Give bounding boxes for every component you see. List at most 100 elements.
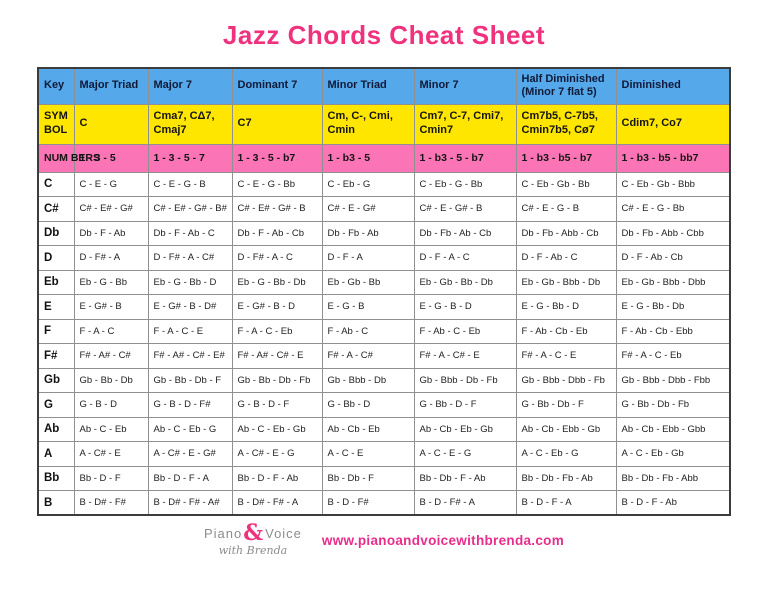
chord-cell: Db - F - Ab - C	[147, 220, 233, 246]
key-cell-a: A	[37, 441, 75, 467]
chord-cell: Bb - Db - F - Ab	[413, 465, 517, 491]
chord-cell: G - B - D	[73, 392, 149, 418]
chord-cell: Db - Fb - Ab - Cb	[413, 220, 517, 246]
key-cell-e-flat: Eb	[37, 269, 75, 295]
key-cell-e: E	[37, 294, 75, 320]
key-cell-g: G	[37, 392, 75, 418]
chord-cell: Gb - Bbb - Db	[321, 367, 415, 393]
chord-cell: A - C - E	[321, 441, 415, 467]
chord-cell: G - Bb - D - F	[413, 392, 517, 418]
chord-cell: B - D - F - Ab	[615, 490, 731, 516]
chord-cell: C - Eb - Gb - Bb	[515, 171, 617, 197]
chord-cell: G - Bb - Db - F	[515, 392, 617, 418]
chord-cell: F# - A# - C# - E	[231, 343, 323, 369]
chord-cell: C - Eb - G - Bb	[413, 171, 517, 197]
numbers-cell: 1 - b3 - b5 - bb7	[615, 143, 731, 173]
symbol-row: SYM BOL C Cma7, CΔ7, Cmaj7 C7 Cm, C-, Cmi, C…	[37, 103, 731, 145]
chord-cell: Db - F - Ab	[73, 220, 149, 246]
chord-cell: C# - E - G#	[321, 196, 415, 222]
key-row-c-sharp: C# C# - E# - G# C# - E# - G# - B# C# - E# -…	[37, 196, 731, 222]
symbol-cell: C	[73, 103, 149, 145]
numbers-cell: 1 - b3 - b5 - b7	[515, 143, 617, 173]
chord-cell: Eb - Gb - Bbb - Db	[515, 269, 617, 295]
chord-cell: C - Eb - Gb - Bbb	[615, 171, 731, 197]
key-row-d-flat: Db Db - F - Ab Db - F - Ab - C Db - F - Ab …	[37, 220, 731, 246]
symbol-row-label: SYM BOL	[37, 103, 75, 145]
chord-cell: F - Ab - C - Eb	[413, 318, 517, 344]
chord-cell: G - Bb - Db - Fb	[615, 392, 731, 418]
chord-cell: Ab - C - Eb - Gb	[231, 416, 323, 442]
chord-cell: E - G# - B - D	[231, 294, 323, 320]
chord-cell: Gb - Bb - Db	[73, 367, 149, 393]
piano-and-voice-logo: Piano & Voice with Brenda	[204, 520, 302, 555]
chord-cell: D - F - A	[321, 245, 415, 271]
key-cell-c-sharp: C#	[37, 196, 75, 222]
chord-cell: G - B - D - F#	[147, 392, 233, 418]
chord-cell: Db - Fb - Ab	[321, 220, 415, 246]
chord-cell: G - B - D - F	[231, 392, 323, 418]
key-row-a-flat: Ab Ab - C - Eb Ab - C - Eb - G Ab - C - Eb …	[37, 416, 731, 442]
column-header-key: Key	[37, 67, 75, 105]
chord-cell: Bb - Db - Fb - Ab	[515, 465, 617, 491]
chord-cell: F - Ab - Cb - Eb	[515, 318, 617, 344]
chord-cell: Gb - Bbb - Db - Fb	[413, 367, 517, 393]
chord-cell: E - G# - B - D#	[147, 294, 233, 320]
chord-cell: F# - A - C# - E	[413, 343, 517, 369]
chord-cell: Bb - Db - Fb - Abb	[615, 465, 731, 491]
chord-cell: Eb - Gb - Bbb - Dbb	[615, 269, 731, 295]
key-cell-a-flat: Ab	[37, 416, 75, 442]
chord-cell: D - F# - A	[73, 245, 149, 271]
logo-voice-text: Voice	[265, 526, 302, 542]
chord-cell: Gb - Bb - Db - Fb	[231, 367, 323, 393]
chord-cell: A - C - E - G	[413, 441, 517, 467]
website-link[interactable]: www.pianoandvoicewithbrenda.com	[321, 532, 565, 548]
key-row-f-sharp: F# F# - A# - C# F# - A# - C# - E# F# - A# -…	[37, 343, 731, 369]
chord-cell: E - G - Bb - D	[515, 294, 617, 320]
chord-cell: B - D# - F# - A	[231, 490, 323, 516]
chord-cell: Ab - Cb - Ebb - Gb	[515, 416, 617, 442]
chord-cell: C# - E - G# - B	[413, 196, 517, 222]
numbers-cell: 1 - 3 - 5 - b7	[231, 143, 323, 173]
chord-cell: A - C# - E	[73, 441, 149, 467]
chord-cell: Ab - C - Eb	[73, 416, 149, 442]
numbers-cell: 1 - b3 - 5	[321, 143, 415, 173]
key-row-g-flat: Gb Gb - Bb - Db Gb - Bb - Db - F Gb - Bb - …	[37, 367, 731, 393]
key-cell-c: C	[37, 171, 75, 197]
chords-table-body: SYM BOL C Cma7, CΔ7, Cmaj7 C7 Cm, C-, Cmi, C…	[37, 103, 731, 516]
chord-cell: Bb - D - F - A	[147, 465, 233, 491]
symbol-cell: C7	[231, 103, 323, 145]
footer: Piano & Voice with Brenda www.pianoandvoic…	[0, 520, 768, 555]
numbers-cell: 1 - 3 - 5 - 7	[147, 143, 233, 173]
symbol-cell: Cm7, C-7, Cmi7, Cmin7	[413, 103, 517, 145]
chord-cell: C# - E# - G# - B#	[147, 196, 233, 222]
chords-table-head: Key Major Triad Major 7 Dominant 7 Minor Tri…	[37, 67, 731, 105]
chord-cell: D - F# - A - C	[231, 245, 323, 271]
numbers-row-label: NUM BERS	[37, 143, 100, 173]
chord-cell: D - F - A - C	[413, 245, 517, 271]
chord-cell: D - F# - A - C#	[147, 245, 233, 271]
chord-cell: E - G - B	[321, 294, 415, 320]
chord-cell: F# - A - C - Eb	[615, 343, 731, 369]
chord-cell: E - G - Bb - Db	[615, 294, 731, 320]
numbers-cell: 1 - b3 - 5 - b7	[413, 143, 517, 173]
chord-cell: B - D - F#	[321, 490, 415, 516]
logo-ampersand-icon: &	[243, 520, 265, 546]
chord-cell: F - A - C	[73, 318, 149, 344]
chord-cell: Db - Fb - Abb - Cbb	[615, 220, 731, 246]
chord-cell: C# - E# - G# - B	[231, 196, 323, 222]
chord-cell: Eb - Gb - Bb - Db	[413, 269, 517, 295]
chord-cell: G - Bb - D	[321, 392, 415, 418]
chord-cell: A - C# - E - G	[231, 441, 323, 467]
column-header-major-7: Major 7	[147, 67, 233, 105]
logo-wordmark: Piano & Voice	[204, 520, 302, 546]
symbol-cell: Cm, C-, Cmi, Cmin	[321, 103, 415, 145]
key-row-e-flat: Eb Eb - G - Bb Eb - G - Bb - D Eb - G - Bb …	[37, 269, 731, 295]
